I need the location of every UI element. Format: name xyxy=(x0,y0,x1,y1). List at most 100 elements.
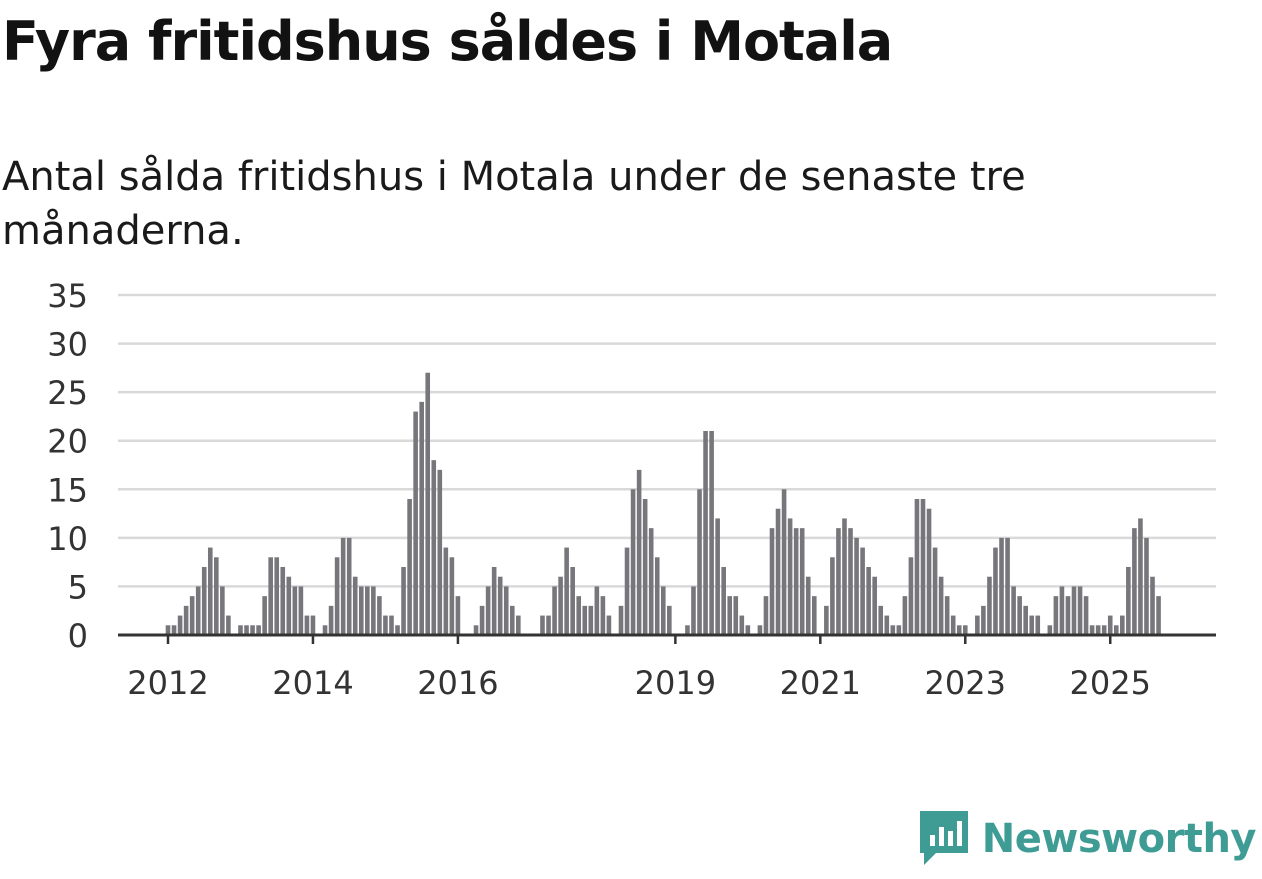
bar xyxy=(866,567,871,635)
bar xyxy=(691,586,696,635)
y-tick-label: 25 xyxy=(47,374,88,412)
bar xyxy=(371,586,376,635)
x-tick-label: 2023 xyxy=(925,664,1006,702)
y-tick-label: 35 xyxy=(47,277,88,315)
bar xyxy=(558,576,563,635)
bar xyxy=(413,411,418,635)
bar xyxy=(830,557,835,635)
bar xyxy=(280,567,286,635)
bar xyxy=(207,547,213,635)
bar xyxy=(999,537,1004,635)
bar xyxy=(624,547,630,635)
bar xyxy=(576,596,582,635)
bar xyxy=(346,537,352,635)
bar xyxy=(1053,596,1059,635)
chart-subtitle: Antal sålda fritidshus i Motala under de… xyxy=(2,154,1026,254)
bar xyxy=(1150,576,1155,635)
bar xyxy=(256,625,261,635)
bar xyxy=(1144,537,1149,635)
bar xyxy=(220,586,225,635)
bar xyxy=(358,586,364,635)
bar xyxy=(516,615,521,635)
bar xyxy=(582,605,588,635)
bar xyxy=(854,537,859,635)
bar xyxy=(932,547,938,635)
bar xyxy=(763,596,769,635)
bar xyxy=(1101,625,1107,635)
bar xyxy=(250,625,255,635)
bar xyxy=(1156,596,1161,635)
bar xyxy=(824,605,829,635)
bar xyxy=(962,625,968,635)
bar xyxy=(630,489,636,635)
bar xyxy=(262,596,267,635)
bar xyxy=(1035,615,1041,635)
bar xyxy=(1065,596,1071,635)
bar xyxy=(914,499,920,635)
bar xyxy=(739,615,745,635)
y-tick-label: 10 xyxy=(47,520,88,558)
gridlines xyxy=(118,293,1216,588)
bar xyxy=(165,625,171,635)
bar xyxy=(944,596,950,635)
bar xyxy=(926,508,932,635)
bar xyxy=(836,528,841,635)
bar xyxy=(727,596,733,635)
bar xyxy=(1023,605,1028,635)
bar xyxy=(981,605,986,635)
bar xyxy=(1089,625,1095,635)
y-tick-label: 0 xyxy=(68,617,88,655)
bar xyxy=(667,605,672,635)
bar xyxy=(848,528,853,635)
bar xyxy=(1120,615,1125,635)
bar xyxy=(799,528,805,635)
bar xyxy=(570,567,575,635)
bar xyxy=(238,625,243,635)
bar xyxy=(274,557,280,635)
y-tick-label: 20 xyxy=(47,423,88,461)
bars xyxy=(165,372,1161,635)
bar xyxy=(491,567,497,635)
x-tick-label: 2012 xyxy=(127,664,208,702)
bar xyxy=(811,596,817,635)
bar xyxy=(546,615,551,635)
bar xyxy=(938,576,944,635)
bar xyxy=(805,576,811,635)
bar xyxy=(552,586,557,635)
bar xyxy=(878,605,884,635)
bar xyxy=(509,605,515,635)
bar xyxy=(956,625,962,635)
bar xyxy=(781,489,787,635)
bar xyxy=(503,586,509,635)
bar xyxy=(298,586,304,635)
bar xyxy=(473,625,479,635)
bar xyxy=(1107,615,1113,635)
bar xyxy=(618,605,624,635)
bar xyxy=(286,576,292,635)
bar xyxy=(860,547,865,635)
bar xyxy=(455,596,461,635)
bar xyxy=(1126,567,1131,635)
brand-name: Newsworthy xyxy=(981,816,1257,862)
bar xyxy=(745,625,751,635)
bar xyxy=(793,528,799,635)
bar xyxy=(636,469,642,635)
bar xyxy=(189,596,195,635)
bar xyxy=(757,625,763,635)
bar xyxy=(1047,625,1053,635)
bar xyxy=(201,567,207,635)
y-tick-label: 5 xyxy=(68,568,88,606)
newsworthy-logo-icon xyxy=(919,811,968,865)
bar xyxy=(872,576,877,635)
y-tick-label: 15 xyxy=(47,471,88,509)
bar xyxy=(437,469,443,635)
bar xyxy=(304,615,310,635)
bar xyxy=(425,372,431,635)
bar xyxy=(479,605,485,635)
x-tick-label: 2025 xyxy=(1070,664,1151,702)
bar xyxy=(950,615,956,635)
bar xyxy=(660,586,666,635)
bar xyxy=(407,499,412,635)
bar xyxy=(1071,586,1077,635)
bar xyxy=(1077,586,1083,635)
